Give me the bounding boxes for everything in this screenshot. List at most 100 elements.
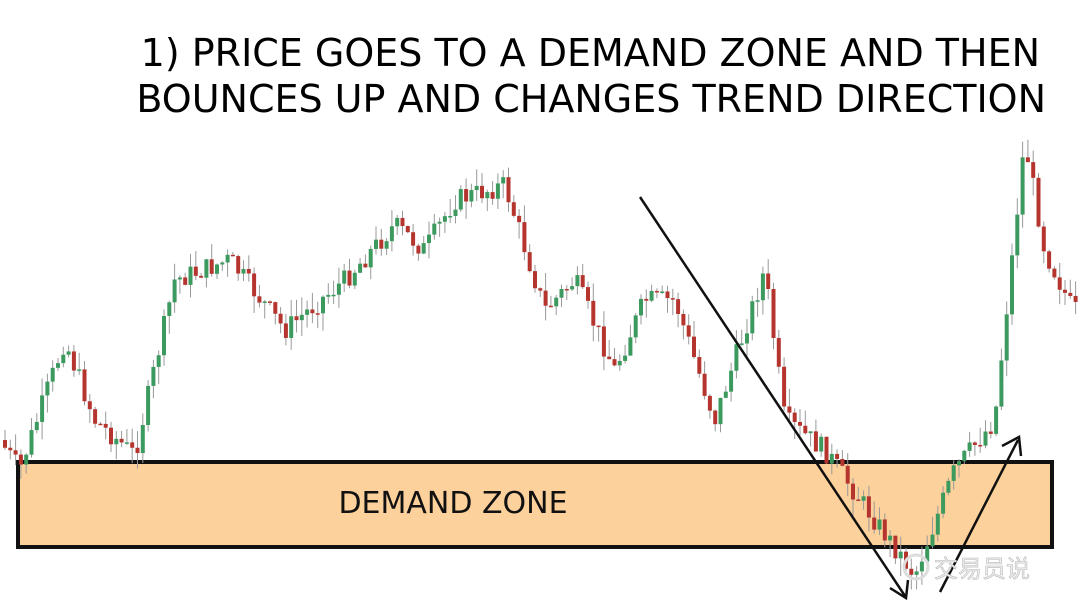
candle-body (103, 423, 108, 428)
candle-body (729, 370, 734, 392)
candle-body (480, 185, 484, 199)
candle-body (692, 336, 696, 358)
candle-body (994, 406, 999, 434)
candle-body (1025, 157, 1030, 163)
candle-body (140, 425, 145, 454)
candle-body (538, 288, 543, 291)
candle-body (639, 298, 643, 316)
candle-body (760, 273, 765, 301)
candle-body (813, 431, 818, 452)
candle-body (384, 241, 389, 249)
candle-body (209, 259, 214, 274)
candle-body (411, 232, 416, 246)
candle-body (999, 360, 1004, 407)
title-line: 1) PRICE GOES TO A DEMAND ZONE AND THEN (141, 31, 1040, 75)
candle-body (204, 259, 209, 278)
candle-body (379, 239, 384, 249)
candle-body (50, 367, 55, 382)
candle-body (495, 183, 500, 199)
candle-body (1052, 268, 1057, 278)
candle-body (888, 535, 893, 541)
candle-body (872, 517, 877, 530)
candle-body (368, 248, 373, 268)
candle-body (453, 209, 458, 217)
candle-body (230, 254, 235, 257)
candle-body (1004, 314, 1009, 361)
candle-body (591, 300, 596, 326)
candle-body (1073, 295, 1078, 302)
candle-body (522, 222, 527, 253)
candle-body (1015, 214, 1020, 256)
candle-body (713, 410, 718, 425)
candle-body (601, 326, 606, 357)
candle-body (114, 438, 119, 445)
candle-body (988, 431, 993, 434)
candle-body (3, 440, 7, 448)
candle-body (511, 202, 516, 216)
candle-body (702, 373, 707, 396)
candle-body (40, 395, 45, 422)
candle-body (851, 483, 855, 500)
candle-body (268, 301, 272, 303)
candle-body (946, 480, 951, 493)
candle-body (146, 385, 151, 426)
candle-body (220, 262, 225, 265)
arrow-head (889, 579, 910, 601)
candle-body (56, 363, 60, 368)
candle-body (474, 185, 479, 191)
candle-body (215, 264, 219, 274)
candle-body (151, 366, 156, 386)
candle-body (570, 286, 575, 290)
candle-body (252, 273, 257, 297)
candle-body (257, 296, 262, 303)
candle-body (77, 369, 82, 371)
candle-body (856, 499, 861, 502)
candle-body (755, 300, 760, 302)
candle-body (718, 397, 723, 425)
candle-body (501, 177, 506, 184)
candle-body (1020, 157, 1025, 215)
candle-body (707, 395, 712, 411)
candle-body (829, 453, 834, 464)
candle-body (427, 234, 431, 244)
candle-body (1068, 292, 1073, 296)
candle-body (644, 298, 649, 301)
candle-body (469, 190, 474, 202)
watermark: 交易员说 (902, 553, 1030, 583)
candle-body (299, 314, 304, 321)
candle-body (358, 263, 363, 273)
candle-body (1031, 162, 1036, 178)
candle-body (61, 354, 66, 364)
candle-body (262, 301, 267, 303)
candle-body (172, 279, 177, 303)
candle-body (18, 454, 23, 465)
candle-body (919, 561, 924, 572)
candle-body (416, 245, 421, 254)
candle-body (824, 436, 829, 464)
candle-body (798, 421, 802, 426)
candle-body (109, 427, 113, 445)
candle-body (485, 192, 490, 199)
candle-body (432, 223, 437, 235)
candle-body (845, 465, 850, 484)
candle-body (803, 425, 808, 434)
arrow-head (1001, 435, 1023, 457)
arrows (638, 196, 1023, 601)
candle-body (792, 412, 797, 422)
candle-body (421, 243, 426, 254)
candle-body (972, 442, 977, 445)
candle-body (442, 216, 447, 222)
candles (3, 139, 1078, 590)
candle-body (283, 323, 288, 338)
candle-body (305, 309, 310, 315)
candle-body (819, 436, 824, 452)
candle-body (8, 447, 13, 451)
candle-body (617, 360, 622, 366)
candle-body (930, 534, 935, 547)
candle-body (787, 406, 792, 413)
candle-body (935, 513, 940, 535)
candle-body (331, 294, 336, 297)
candle-body (766, 273, 771, 289)
candle-body (877, 519, 882, 530)
